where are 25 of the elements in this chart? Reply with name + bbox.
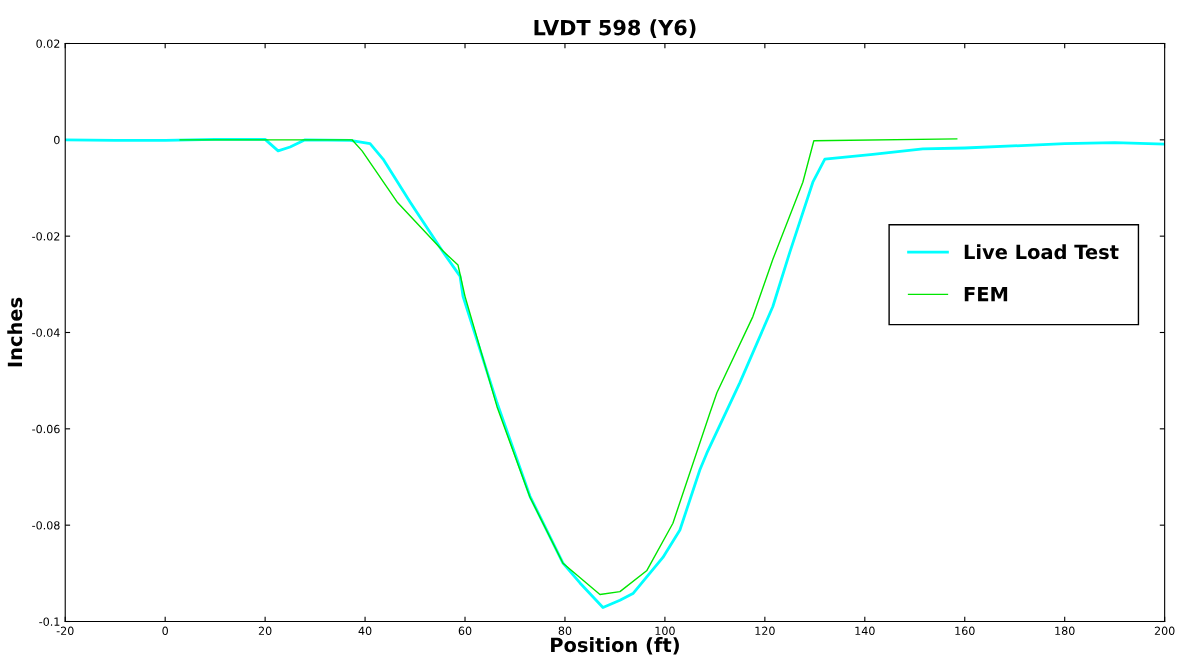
x-tick-label: 200 — [1154, 626, 1175, 635]
y-tick-label: 0.02 — [36, 39, 60, 48]
chart-title: LVDT 598 (Y6) — [534, 19, 696, 38]
legend-label: Live Load Test — [964, 244, 1119, 260]
x-tick-label: 0 — [162, 626, 168, 635]
y-axis-title: Inches — [7, 297, 23, 367]
y-tick-label: -0.06 — [32, 424, 60, 434]
x-tick-label: 120 — [755, 626, 775, 635]
x-tick-label: 20 — [258, 626, 272, 635]
y-tick-label: -0.1 — [39, 617, 60, 626]
x-tick-label: 40 — [358, 626, 372, 635]
x-tick-label: 140 — [855, 626, 875, 635]
y-tick-label: -0.02 — [32, 232, 60, 241]
x-tick-label: 160 — [955, 626, 975, 635]
x-tick-label: 60 — [458, 626, 472, 635]
y-tick-label: 0 — [54, 135, 60, 145]
y-tick-label: -0.04 — [32, 328, 60, 337]
x-axis-title: Position (ft) — [551, 637, 679, 655]
x-tick-label: 180 — [1055, 626, 1075, 635]
y-tick-label: -0.08 — [32, 521, 60, 530]
line-series — [179, 138, 958, 596]
x-tick-label: 100 — [655, 626, 675, 635]
x-tick-label: -20 — [56, 626, 74, 635]
x-tick-label: 80 — [558, 626, 572, 635]
legend-label: FEM — [964, 286, 1008, 302]
